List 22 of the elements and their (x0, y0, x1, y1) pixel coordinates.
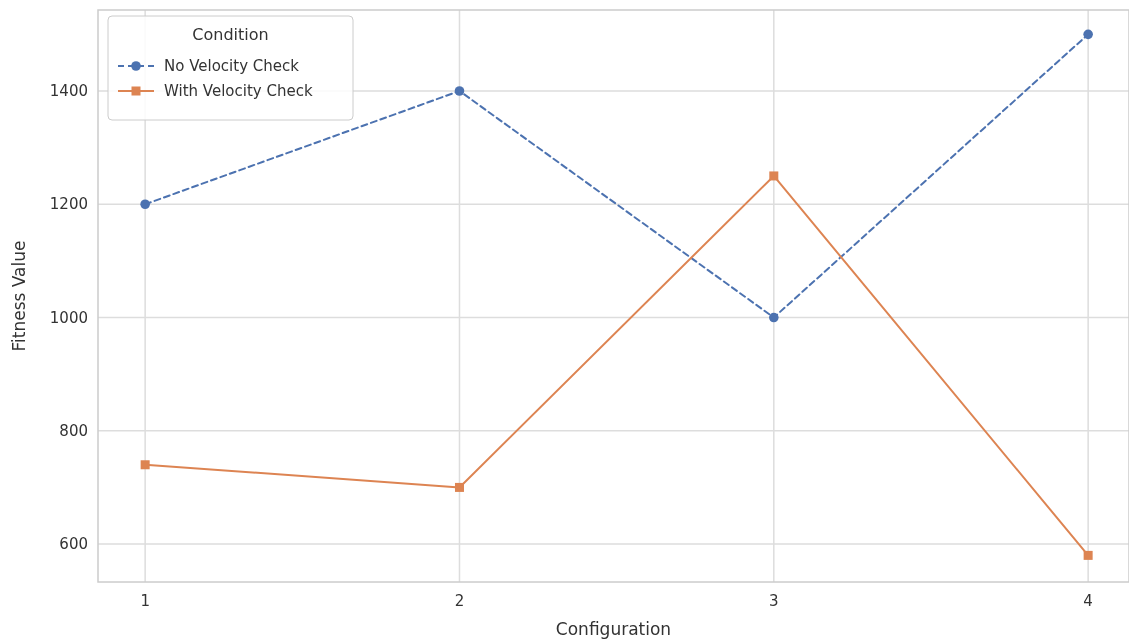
y-tick-label: 800 (59, 421, 88, 440)
y-tick-label: 1400 (49, 81, 88, 100)
legend-label: No Velocity Check (164, 57, 300, 75)
point (140, 199, 150, 210)
point (140, 460, 150, 470)
point (454, 86, 465, 96)
point (454, 482, 464, 492)
x-axis-title: Configuration (555, 619, 672, 639)
y-tick-label: 1200 (49, 195, 88, 214)
legend-title: Condition (192, 25, 269, 44)
point (1083, 29, 1093, 40)
x-tick-label: 2 (454, 592, 465, 610)
x-tick-label: 3 (769, 592, 779, 610)
point (769, 312, 779, 323)
x-tick-label: 4 (1083, 592, 1093, 610)
point (1083, 550, 1093, 560)
point (769, 171, 779, 181)
y-axis-title: Fitness Value (9, 240, 29, 352)
y-tick-label: 600 (59, 535, 88, 554)
legend-label: With Velocity Check (164, 82, 313, 100)
y-tick-label: 1000 (49, 308, 88, 327)
x-tick-label: 1 (140, 592, 150, 610)
